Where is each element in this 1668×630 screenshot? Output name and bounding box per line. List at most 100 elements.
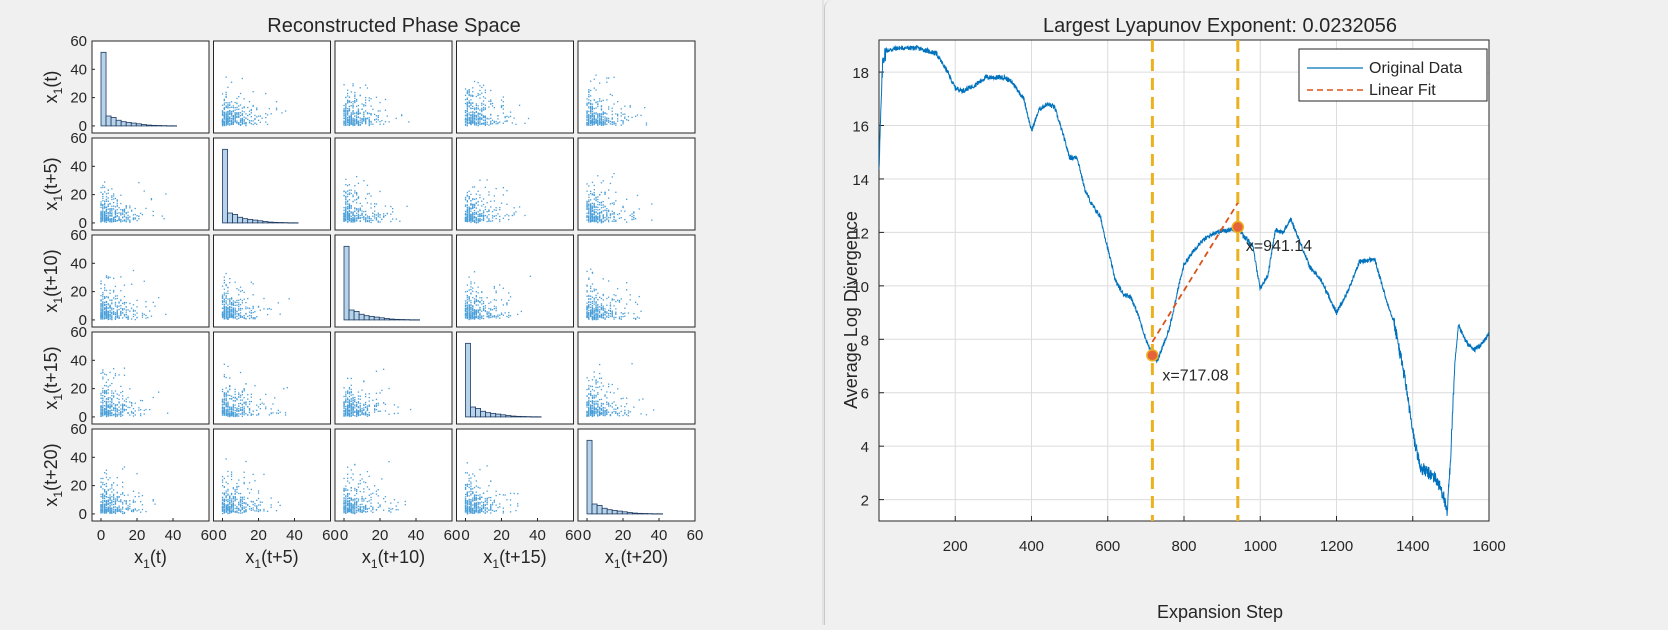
scatter-point	[604, 206, 605, 207]
scatter-point	[472, 204, 473, 205]
scatter-point	[358, 216, 359, 217]
scatter-point	[343, 84, 344, 85]
scatter-point	[115, 206, 116, 207]
scatter-point	[378, 117, 379, 118]
scatter-point	[478, 312, 479, 313]
scatter-point	[235, 109, 236, 110]
scatter-point	[612, 176, 613, 177]
scatter-point	[586, 183, 587, 184]
scatter-point	[120, 312, 121, 313]
scatter-point	[478, 108, 479, 109]
histogram-bar	[384, 319, 389, 320]
scatter-point	[100, 373, 101, 374]
scatter-point	[483, 215, 484, 216]
scatter-point	[129, 401, 130, 402]
scatter-point	[229, 307, 230, 308]
scatter-point	[597, 314, 598, 315]
scatter-point	[111, 210, 112, 211]
scatter-point	[100, 410, 101, 411]
scatter-point	[235, 415, 236, 416]
scatter-point	[113, 198, 114, 199]
scatter-point	[601, 192, 602, 193]
scatter-point	[242, 302, 243, 303]
scatter-point	[343, 219, 344, 220]
scatter-point	[240, 308, 241, 309]
scatter-point	[235, 302, 236, 303]
scatter-point	[100, 406, 101, 407]
scatter-point	[285, 414, 286, 415]
scatter-point	[592, 301, 593, 302]
scatter-point	[467, 219, 468, 220]
scatter-point	[102, 378, 103, 379]
scatter-point	[492, 217, 493, 218]
scatter-point	[102, 198, 103, 199]
scatter-point	[118, 410, 119, 411]
scatter-point	[483, 198, 484, 199]
scatter-point	[590, 110, 591, 111]
scatter-point	[474, 214, 475, 215]
scatter-point	[127, 397, 128, 398]
scatter-point	[354, 210, 355, 211]
scatter-point	[606, 208, 607, 209]
scatter-point	[601, 119, 602, 120]
scatter-point	[102, 400, 103, 401]
scatter-point	[226, 315, 227, 316]
scatter-point	[594, 203, 595, 204]
scatter-point	[501, 312, 502, 313]
scatter-point	[603, 306, 604, 307]
scatter-point	[126, 398, 127, 399]
scatter-point	[229, 110, 230, 111]
scatter-point	[586, 116, 587, 117]
scatter-point	[599, 124, 600, 125]
scatter-point	[229, 107, 230, 108]
scatter-point	[356, 119, 357, 120]
scatter-point	[606, 298, 607, 299]
scatter-point	[372, 216, 373, 217]
scatter-point	[236, 300, 237, 301]
scatter-point	[628, 312, 629, 313]
scatter-point	[226, 313, 227, 314]
scatter-point	[126, 405, 127, 406]
scatter-point	[238, 123, 239, 124]
scatter-point	[599, 83, 600, 84]
scatter-point	[365, 411, 366, 412]
scatter-point	[100, 414, 101, 415]
scatter-point	[470, 108, 471, 109]
scatter-point	[242, 394, 243, 395]
scatter-point	[469, 91, 470, 92]
scatter-point	[247, 307, 248, 308]
scatter-point	[115, 411, 116, 412]
scatter-point	[111, 315, 112, 316]
scatter-point	[392, 208, 393, 209]
scatter-point	[349, 190, 350, 191]
scatter-point	[606, 82, 607, 83]
scatter-point	[608, 315, 609, 316]
scatter-point	[352, 201, 353, 202]
scatter-point	[369, 117, 370, 118]
scatter-point	[374, 215, 375, 216]
scatter-point	[224, 306, 225, 307]
scatter-point	[469, 306, 470, 307]
scatter-point	[345, 121, 346, 122]
scatter-point	[478, 115, 479, 116]
scatter-point	[104, 221, 105, 222]
scatter-point	[469, 317, 470, 318]
scatter-point	[592, 312, 593, 313]
scatter-point	[392, 218, 393, 219]
scatter-point	[474, 114, 475, 115]
scatter-point	[608, 221, 609, 222]
scatter-point	[496, 123, 497, 124]
scatter-point	[347, 221, 348, 222]
scatter-point	[108, 401, 109, 402]
scatter-point	[612, 213, 613, 214]
scatter-point	[111, 199, 112, 200]
scatter-point	[124, 210, 125, 211]
scatter-point	[490, 315, 491, 316]
scatter-point	[102, 369, 103, 370]
scatter-point	[363, 112, 364, 113]
scatter-point	[637, 195, 638, 196]
scatter-point	[108, 278, 109, 279]
scatter-point	[102, 316, 103, 317]
scatter-point	[478, 124, 479, 125]
scatter-point	[472, 318, 473, 319]
